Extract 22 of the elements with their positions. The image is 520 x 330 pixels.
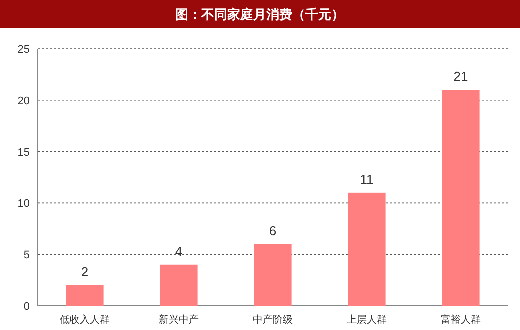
y-tick-label: 20 — [18, 95, 30, 108]
data-label: 2 — [81, 264, 89, 280]
y-tick-label: 10 — [18, 198, 30, 210]
x-tick-label: 低收入人群 — [60, 314, 110, 326]
data-label: 11 — [360, 172, 374, 187]
y-tick-label: 5 — [24, 250, 30, 262]
data-label: 21 — [454, 69, 468, 84]
bar — [254, 244, 292, 306]
bar — [348, 192, 386, 306]
x-tick-label: 上层人群 — [347, 314, 387, 326]
bar — [442, 90, 480, 306]
data-label: 6 — [269, 223, 277, 238]
bar — [66, 285, 104, 306]
data-label: 4 — [175, 244, 183, 259]
x-tick-label: 富裕人群 — [441, 314, 481, 326]
y-tick-label: 0 — [24, 301, 30, 313]
x-tick-label: 新兴中产 — [159, 314, 199, 326]
bar — [160, 264, 198, 306]
y-tick-label: 15 — [18, 146, 30, 159]
y-tick-label: 25 — [18, 44, 30, 56]
chart-title: 图：不同家庭月消费（千元） — [176, 7, 344, 22]
x-tick-label: 中产阶级 — [253, 314, 293, 326]
